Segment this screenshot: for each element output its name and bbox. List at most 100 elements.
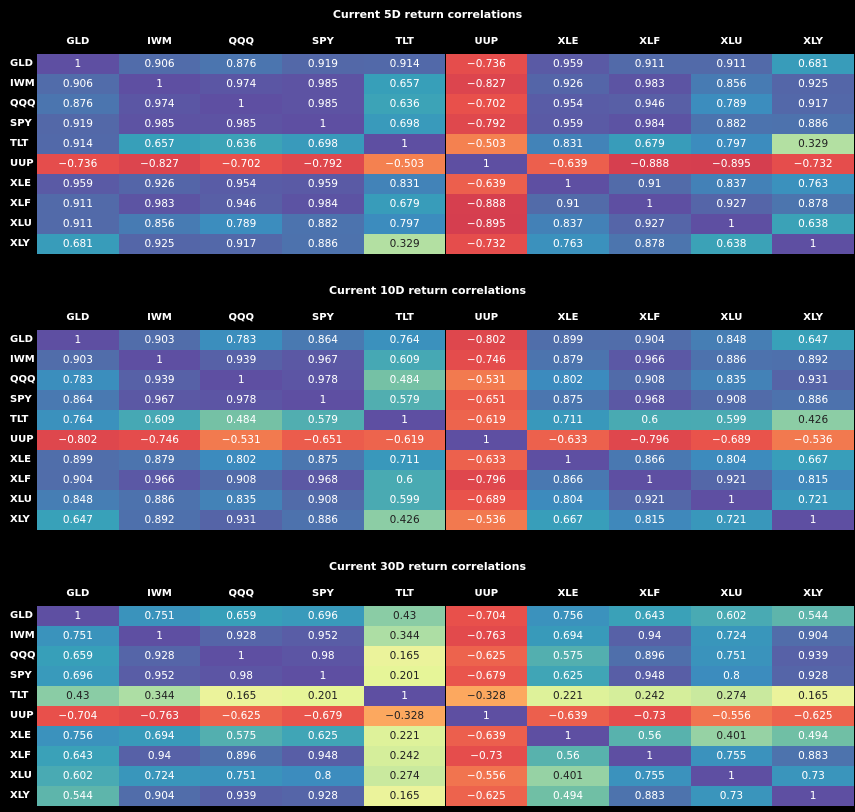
heatmap-cell: 1 bbox=[118, 626, 201, 646]
heatmap-title: Current 5D return correlations bbox=[332, 8, 523, 21]
heatmap-cell: 0.879 bbox=[527, 350, 609, 370]
heatmap-cell: 0.864 bbox=[282, 330, 364, 350]
column-header: UUP bbox=[474, 36, 499, 47]
heatmap-cell: 0.659 bbox=[200, 606, 283, 626]
heatmap-cell: 0.848 bbox=[37, 490, 119, 510]
heatmap-cell: 1 bbox=[445, 430, 528, 450]
heatmap-cell: −0.736 bbox=[445, 54, 528, 74]
heatmap-cell: −0.796 bbox=[608, 430, 691, 450]
heatmap-cell: 0.921 bbox=[690, 470, 773, 490]
column-header: SPY bbox=[312, 312, 334, 323]
heatmap-cell: 0.903 bbox=[118, 330, 201, 350]
heatmap-cell: 0.681 bbox=[772, 54, 854, 74]
heatmap-cell: −0.503 bbox=[445, 134, 528, 154]
heatmap-cell: 0.575 bbox=[200, 726, 283, 746]
heatmap-cell: 0.242 bbox=[608, 686, 691, 706]
heatmap-cell: 0.643 bbox=[608, 606, 691, 626]
heatmap-cell: 0.98 bbox=[200, 666, 283, 686]
column-header: XLF bbox=[639, 312, 661, 323]
heatmap-cell: 0.968 bbox=[282, 470, 364, 490]
heatmap-cell: −0.689 bbox=[690, 430, 773, 450]
heatmap-cell: 0.908 bbox=[690, 390, 773, 410]
heatmap-cell: 0.344 bbox=[363, 626, 446, 646]
heatmap-cell: 0.968 bbox=[608, 390, 691, 410]
heatmap-cell: 0.985 bbox=[282, 94, 364, 114]
heatmap-title: Current 30D return correlations bbox=[328, 560, 526, 573]
heatmap-cell: −0.625 bbox=[772, 706, 854, 726]
column-header: UUP bbox=[474, 588, 499, 599]
row-header: SPY bbox=[10, 118, 32, 129]
heatmap-cell: 0.484 bbox=[200, 410, 283, 430]
heatmap-cell: 0.967 bbox=[118, 390, 201, 410]
heatmap-cell: 0.948 bbox=[608, 666, 691, 686]
heatmap-cell: −0.732 bbox=[445, 234, 528, 254]
heatmap-cell: 0.886 bbox=[690, 350, 773, 370]
heatmap-cell: 1 bbox=[37, 606, 119, 626]
heatmap-cell: 0.165 bbox=[772, 686, 854, 706]
heatmap-cell: −0.639 bbox=[527, 154, 609, 174]
heatmap-cell: 0.602 bbox=[690, 606, 773, 626]
heatmap-cell: 0.681 bbox=[37, 234, 119, 254]
heatmap-cell: 0.886 bbox=[282, 234, 364, 254]
heatmap-cell: 0.908 bbox=[200, 470, 283, 490]
heatmap-cell: 1 bbox=[363, 410, 446, 430]
column-header: QQQ bbox=[228, 588, 254, 599]
heatmap-cell: 0.914 bbox=[37, 134, 119, 154]
heatmap-cell: 0.711 bbox=[363, 450, 446, 470]
heatmap-cell: 0.919 bbox=[37, 114, 119, 134]
heatmap-cell: 0.908 bbox=[282, 490, 364, 510]
heatmap-cell: 0.165 bbox=[363, 646, 446, 666]
column-header: QQQ bbox=[228, 36, 254, 47]
heatmap-cell: 0.921 bbox=[608, 490, 691, 510]
heatmap-cell: 0.98 bbox=[282, 646, 364, 666]
column-header: UUP bbox=[474, 312, 499, 323]
heatmap-cell: 0.797 bbox=[690, 134, 773, 154]
heatmap-cell: −0.704 bbox=[445, 606, 528, 626]
row-header: SPY bbox=[10, 670, 32, 681]
heatmap-cell: 0.899 bbox=[527, 330, 609, 350]
row-header: SPY bbox=[10, 394, 32, 405]
heatmap-cell: 1 bbox=[200, 646, 283, 666]
heatmap-cell: 0.906 bbox=[118, 54, 201, 74]
heatmap-cell: 0.927 bbox=[690, 194, 773, 214]
heatmap-cell: 0.484 bbox=[363, 370, 446, 390]
heatmap-cell: 0.804 bbox=[527, 490, 609, 510]
heatmap-cell: −0.895 bbox=[445, 214, 528, 234]
row-header: XLF bbox=[10, 474, 31, 485]
heatmap-cell: 0.91 bbox=[608, 174, 691, 194]
heatmap-cell: 0.974 bbox=[118, 94, 201, 114]
heatmap-cell: 0.928 bbox=[200, 626, 283, 646]
heatmap-cell: 0.43 bbox=[363, 606, 446, 626]
heatmap-cell: −0.556 bbox=[445, 766, 528, 786]
heatmap-cell: 1 bbox=[118, 74, 201, 94]
heatmap-cell: 0.43 bbox=[37, 686, 119, 706]
column-header: GLD bbox=[66, 36, 90, 47]
column-header: XLY bbox=[803, 36, 824, 47]
heatmap-cell: 1 bbox=[608, 746, 691, 766]
heatmap-cell: 0.875 bbox=[527, 390, 609, 410]
column-header: IWM bbox=[147, 36, 172, 47]
column-header: XLU bbox=[720, 588, 743, 599]
heatmap-cell: 1 bbox=[363, 134, 446, 154]
column-header: TLT bbox=[395, 588, 414, 599]
heatmap-cell: 1 bbox=[363, 686, 446, 706]
column-header: SPY bbox=[312, 588, 334, 599]
heatmap-cell: 0.659 bbox=[37, 646, 119, 666]
heatmap-cell: −0.651 bbox=[445, 390, 528, 410]
column-header: XLF bbox=[639, 588, 661, 599]
heatmap-cell: 0.892 bbox=[118, 510, 201, 530]
heatmap-cell: 1 bbox=[690, 766, 773, 786]
heatmap-cell: 0.831 bbox=[363, 174, 446, 194]
heatmap-cell: −0.736 bbox=[37, 154, 119, 174]
heatmap-cell: 0.789 bbox=[200, 214, 283, 234]
row-header: XLE bbox=[10, 178, 31, 189]
heatmap-cell: 0.679 bbox=[608, 134, 691, 154]
heatmap-cell: −0.73 bbox=[445, 746, 528, 766]
heatmap-cell: −0.651 bbox=[282, 430, 364, 450]
heatmap-cell: 0.904 bbox=[37, 470, 119, 490]
row-header: XLF bbox=[10, 750, 31, 761]
row-header: XLF bbox=[10, 198, 31, 209]
heatmap-cell: 0.764 bbox=[363, 330, 446, 350]
heatmap-cell: −0.827 bbox=[118, 154, 201, 174]
row-header: GLD bbox=[10, 58, 33, 69]
